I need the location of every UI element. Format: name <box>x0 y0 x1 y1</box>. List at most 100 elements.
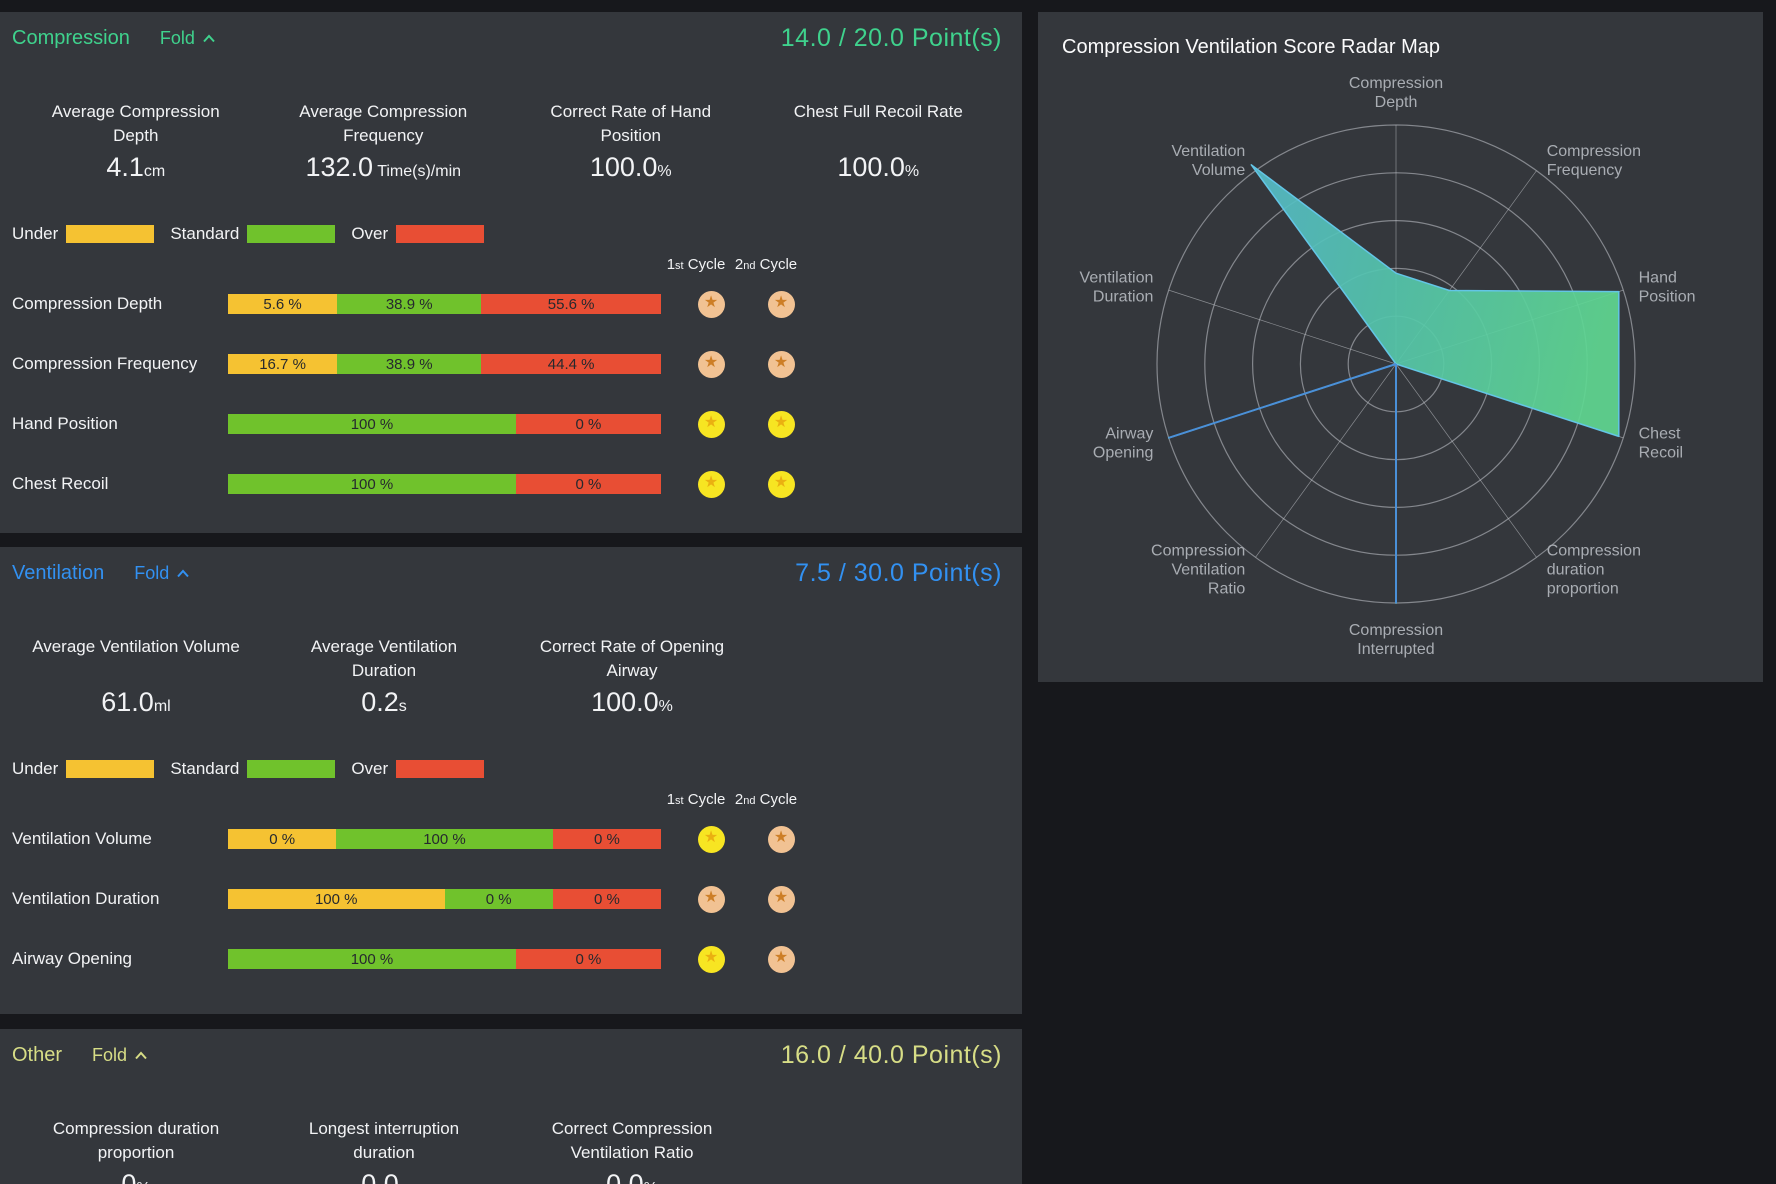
star-icon: ★ <box>703 889 719 906</box>
cycle-number: 2 <box>734 256 744 273</box>
bar-row-label: Airway Opening <box>12 949 133 968</box>
bar-segment-over: 0 % <box>552 889 661 909</box>
cycle-ordinal: nd <box>743 795 756 807</box>
chevron-up-icon <box>177 569 190 577</box>
star-icon: ★ <box>773 829 789 846</box>
ventilation-title: Ventilation <box>12 561 105 584</box>
chevron-up-icon <box>203 34 215 42</box>
other-panel: Other Fold 16.0 / 40.0 Point(s) Compress… <box>0 1029 1022 1184</box>
bar-row: Hand Position 100 % 0 % ★ ★ <box>12 394 1002 454</box>
radar-axis-label: Chest Recoil <box>1639 426 1683 462</box>
ventilation-bar-rows: Ventilation Volume 0 % 100 % 0 % ★ ★ Ventilati… <box>12 809 1002 989</box>
medal-cell-cycle-1: ★ <box>676 350 746 378</box>
star-icon: ★ <box>773 294 789 311</box>
bar-row: Compression Frequency 16.7 % 38.9 % 44.4 % ★… <box>12 334 1002 394</box>
stat-label: Average Ventilation Volume <box>12 635 260 683</box>
stat-label: Average Compression Frequency <box>260 100 508 148</box>
radar-axis-label: Compression Interrupted <box>1349 622 1443 658</box>
radar-axis-label: Compression Frequency <box>1547 143 1641 179</box>
radar-axis-label: Ventilation Volume <box>1171 143 1245 179</box>
other-fold-label: Fold <box>92 1044 128 1065</box>
rating-legend: Under Standard Over <box>12 759 1002 779</box>
other-stats-row: Compression durationproportion0%Longest … <box>12 1117 1002 1184</box>
stat-label-line: proportion <box>97 1143 175 1162</box>
bar-segment-standard: 100 % <box>228 949 516 969</box>
stat-label: Correct Rate of Hand Position <box>507 100 755 148</box>
legend-label: Under <box>12 224 59 243</box>
legend-label: Over <box>351 224 389 243</box>
stat-number: 0.0 <box>606 1169 644 1184</box>
legend-label: Over <box>351 759 389 778</box>
compression-bar-rows: Compression Depth 5.6 % 38.9 % 55.6 % ★ ★ Comp… <box>12 274 1002 514</box>
stat-number: 132.0 <box>305 152 374 182</box>
medal-gold-icon: ★ <box>697 945 725 973</box>
bar-segment-standard: 38.9 % <box>337 354 482 374</box>
stat-unit: s <box>399 1180 407 1184</box>
stat-label-line: Chest Full Recoil Rate <box>793 102 963 121</box>
stat-label: Chest Full Recoil Rate <box>755 100 1003 148</box>
stat-value: 100.0% <box>507 152 755 183</box>
stat-unit: % <box>658 698 673 715</box>
bar-segment-over: 0 % <box>515 949 661 969</box>
stat-label-line: Longest interruption <box>308 1119 460 1138</box>
stat-label-line: Average Ventilation Volume <box>32 637 240 656</box>
stat-unit: cm <box>143 163 166 180</box>
radar-chart: Compression Depth Compression Frequency Hand… <box>1080 75 1696 658</box>
stat-metric: Correct Compression Ventilation Ratio 0.0% <box>508 1117 756 1184</box>
star-icon: ★ <box>773 414 789 431</box>
stat-label-line: Average Compression <box>299 102 468 121</box>
stat-label: Compression duration proportion <box>12 1117 260 1165</box>
bar-segment-over: 0 % <box>515 474 661 494</box>
medal-cell-cycle-2: ★ <box>746 290 816 318</box>
star-icon: ★ <box>773 949 789 966</box>
cycle-ordinal: st <box>675 795 684 807</box>
stat-label: Correct Compression Ventilation Ratio <box>508 1117 756 1165</box>
stat-metric: Chest Full Recoil Rate 100.0% <box>755 100 1003 183</box>
compression-fold-button[interactable]: Fold <box>160 28 216 49</box>
stat-number: 4.1 <box>106 152 144 182</box>
stat-value: 4.1cm <box>12 152 260 183</box>
stat-label-line: Frequency <box>343 126 424 145</box>
radar-axis-label: Ventilation Duration <box>1080 269 1154 305</box>
star-icon: ★ <box>773 889 789 906</box>
cycle-ordinal: nd <box>743 260 756 272</box>
cycle-header-1: 1st Cycle <box>661 256 731 273</box>
stat-metric: Longest interruption duration 0.0s <box>260 1117 508 1184</box>
other-fold-button[interactable]: Fold <box>92 1045 148 1066</box>
legend-label: Standard <box>170 759 240 778</box>
bar-segment-over: 44.4 % <box>481 354 661 374</box>
cycle-ordinal: st <box>675 260 684 272</box>
star-icon: ★ <box>703 474 719 491</box>
stat-number: 100.0 <box>589 152 658 182</box>
radar-axis-label: Compression duration proportion <box>1547 543 1641 598</box>
ventilation-stats-row: Average Ventilation Volume 61.0ml Average … <box>12 635 1002 718</box>
cycle-word: Cycle <box>755 791 798 808</box>
bar-row: Ventilation Volume 0 % 100 % 0 % ★ ★ <box>12 809 1002 869</box>
medal-cell-cycle-2: ★ <box>746 350 816 378</box>
legend-label: Standard <box>170 224 240 243</box>
bar-row-label: Chest Recoil <box>12 474 109 493</box>
stat-metric: Correct Rate of Opening Airway 100.0% <box>508 635 756 718</box>
medal-cell-cycle-1: ★ <box>676 470 746 498</box>
radar-axis-label: Compression Depth <box>1349 75 1443 111</box>
stat-number: 61.0 <box>101 687 154 717</box>
medal-cell-cycle-2: ★ <box>746 470 816 498</box>
ventilation-fold-button[interactable]: Fold <box>134 563 190 584</box>
stat-unit: % <box>657 163 672 180</box>
stat-metric: Compression duration proportion 0% <box>12 1117 260 1184</box>
score-panels-column: Compression Fold 14.0 / 20.0 Point(s) Av… <box>0 12 1022 1184</box>
stat-value: 100.0% <box>755 152 1003 183</box>
radar-spoke <box>1255 363 1397 558</box>
star-icon: ★ <box>703 949 719 966</box>
stat-number: 100.0 <box>837 152 905 182</box>
stat-label: Average Ventilation Duration <box>260 635 508 683</box>
radar-spoke <box>1395 363 1537 558</box>
medal-cell-cycle-2: ★ <box>746 410 816 438</box>
medal-gold-icon: ★ <box>697 470 725 498</box>
stat-metric: Correct Rate of Hand Position 100.0% <box>507 100 755 183</box>
legend-swatch-standard <box>247 760 336 778</box>
bar-row: Ventilation Duration 100 % 0 % 0 % ★ ★ <box>12 869 1002 929</box>
bar-segment-standard: 0 % <box>444 889 553 909</box>
medal-bronze-icon: ★ <box>767 885 795 913</box>
